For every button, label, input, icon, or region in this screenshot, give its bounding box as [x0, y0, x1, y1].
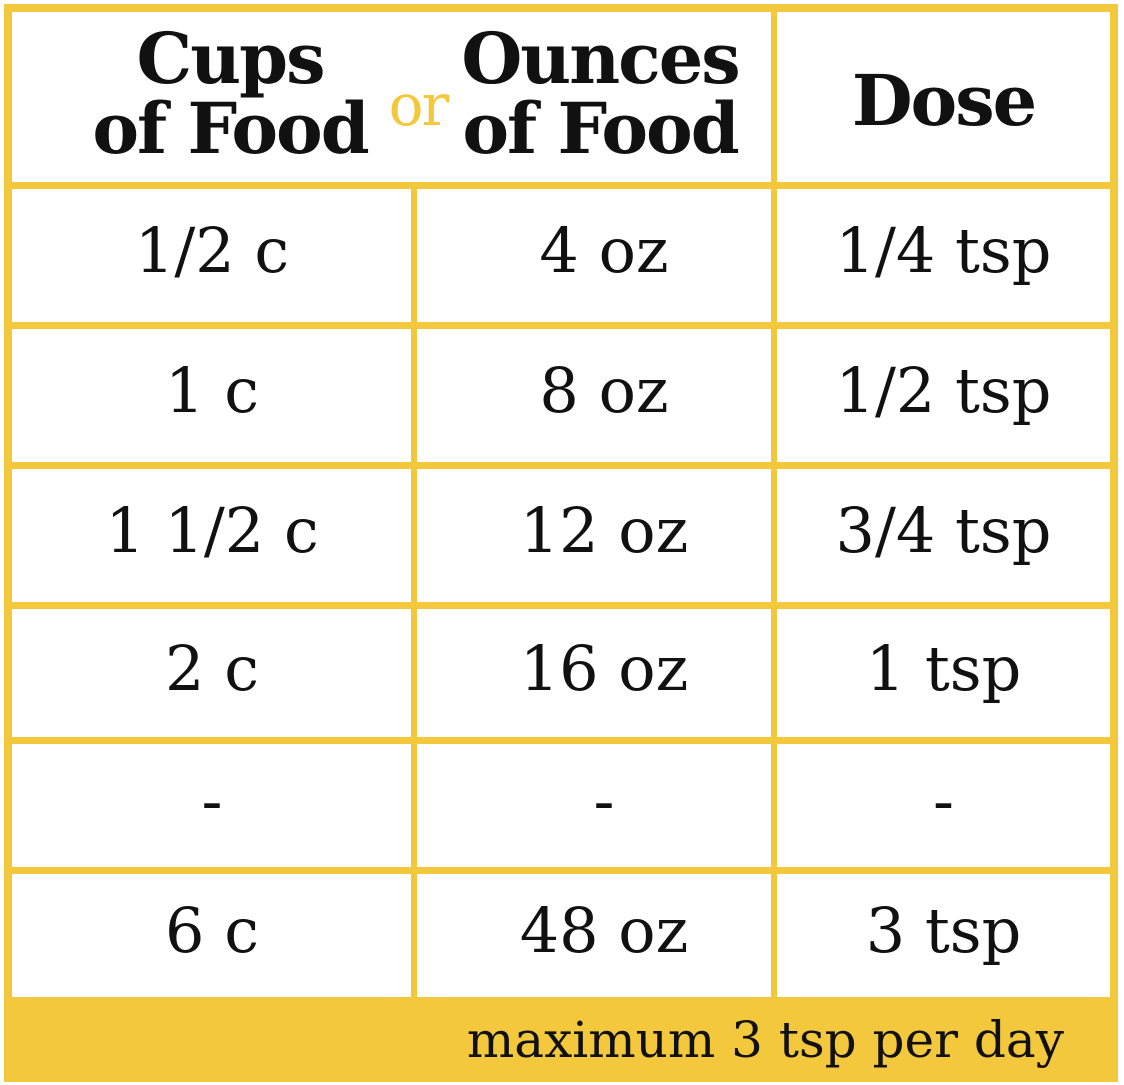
table-cell: 4 oz [539, 214, 669, 287]
table-cell: - [593, 764, 615, 837]
border [1110, 4, 1118, 1081]
header-dose: Dose [851, 59, 1037, 142]
table-cell: 1 c [165, 354, 259, 427]
row-rule [12, 322, 1112, 329]
row-rule [12, 867, 1112, 874]
table-cell: 3/4 tsp [835, 494, 1052, 567]
border [4, 1076, 1118, 1082]
table-cell: 12 oz [519, 494, 689, 567]
table-cell: 8 oz [539, 354, 669, 427]
table-cell: 1 1/2 c [105, 494, 319, 567]
table-cell: 1/2 tsp [835, 354, 1052, 427]
row-rule [12, 182, 1112, 189]
border [4, 4, 12, 1081]
footer-bar: maximum 3 tsp per day [10, 1002, 1114, 1078]
divider [771, 12, 777, 1000]
table-cell: 3 tsp [865, 894, 1022, 967]
table-cell: 6 c [165, 894, 259, 967]
row-rule [12, 997, 1112, 1004]
footer-text: maximum 3 tsp per day [466, 1011, 1064, 1069]
header-line: Ounces [461, 17, 740, 100]
header-line: of Food [92, 87, 369, 170]
border [4, 4, 1118, 12]
header-or: or [388, 71, 450, 139]
table-cell: - [201, 764, 223, 837]
header-line: Cups [136, 17, 326, 100]
divider [411, 185, 417, 1000]
table-cell: 1/2 c [134, 214, 290, 287]
row-rule [12, 737, 1112, 744]
table-cell: 1 tsp [865, 631, 1022, 705]
header-ounces: Ounces of Food [440, 24, 760, 164]
table-cell: 48 oz [519, 894, 689, 967]
table-cell: 16 oz [519, 631, 689, 705]
row-rule [12, 602, 1112, 609]
table-cell: 2 c [165, 631, 259, 705]
table-cell: - [933, 764, 954, 837]
header-line: of Food [462, 87, 739, 170]
row-rule [12, 462, 1112, 469]
table-cell: 1/4 tsp [835, 214, 1052, 287]
header-cups: Cups of Food [60, 24, 400, 164]
